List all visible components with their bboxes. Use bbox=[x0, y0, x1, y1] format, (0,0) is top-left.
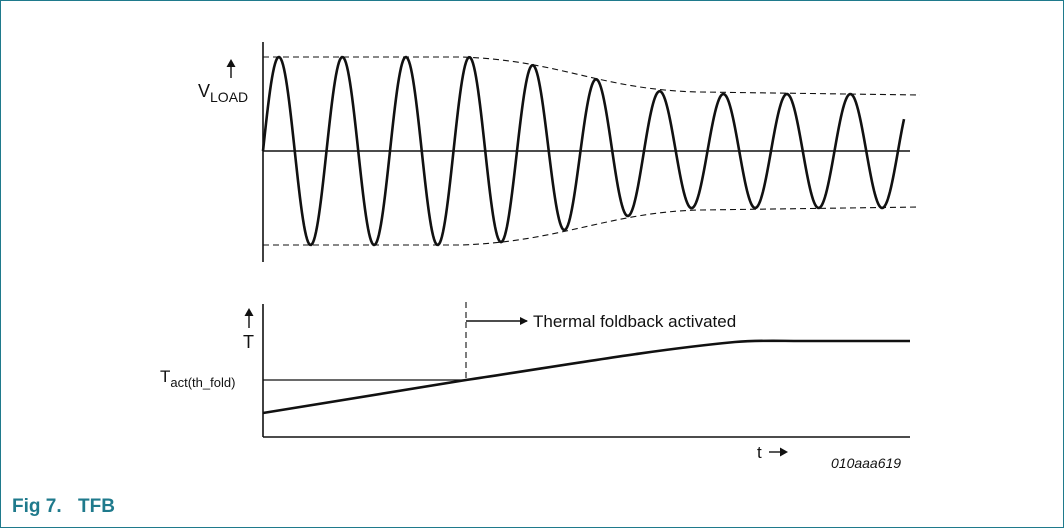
arrow-right-icon bbox=[769, 447, 788, 457]
lower-envelope bbox=[263, 206, 921, 246]
t-axis-label: T bbox=[243, 332, 254, 352]
annotation-label: Thermal foldback activated bbox=[533, 312, 736, 331]
figure-title: TFB bbox=[78, 496, 115, 517]
figure-number: Fig 7. bbox=[12, 496, 62, 517]
figure-caption: Fig 7. TFB bbox=[12, 496, 115, 518]
top-plot: VLOAD bbox=[198, 42, 921, 262]
arrow-up-icon bbox=[226, 59, 236, 78]
figure-code: 010aaa619 bbox=[831, 455, 901, 471]
v-load-label: VLOAD bbox=[198, 81, 248, 105]
threshold-label: Tact(th_fold) bbox=[160, 367, 235, 390]
time-axis-label: t bbox=[757, 443, 762, 462]
bottom-plot: Thermal foldback activated T Tact(th_fol… bbox=[160, 302, 910, 471]
temperature-curve bbox=[262, 339, 910, 415]
upper-envelope bbox=[263, 56, 921, 96]
arrow-up-icon bbox=[244, 308, 254, 328]
v-load-waveform bbox=[261, 55, 906, 247]
